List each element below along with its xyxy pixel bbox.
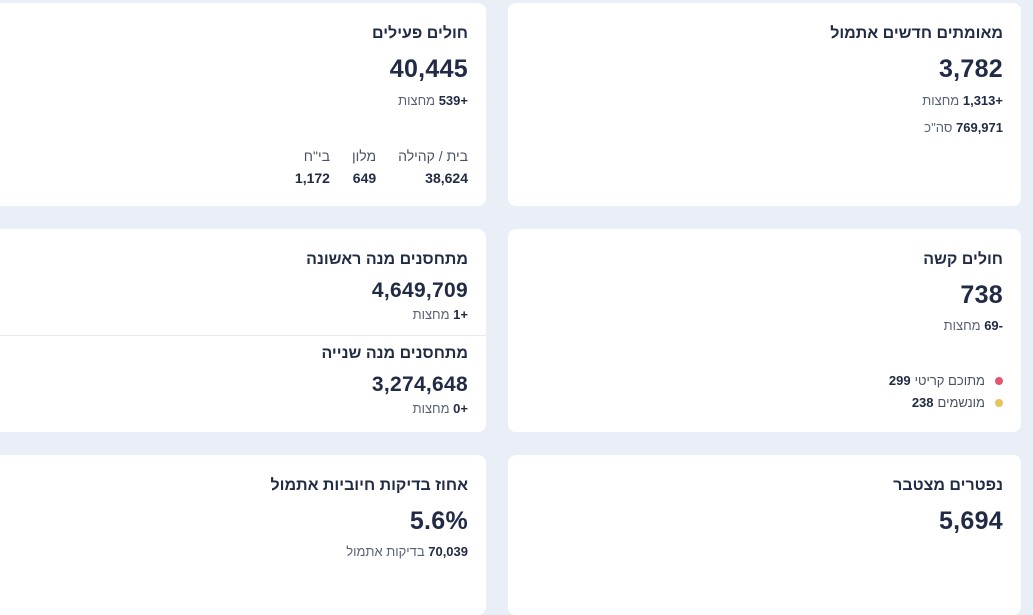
delta-value: +1,313: [962, 93, 1003, 108]
delta-value: +539: [438, 93, 468, 108]
delta-unit: מחצות: [398, 93, 436, 108]
main-value: 40,445: [389, 55, 468, 83]
card-title: חולים פעילים: [372, 25, 468, 42]
delta-unit: מחצות: [922, 93, 960, 108]
main-value: 738: [960, 281, 1003, 309]
card-title: מאומתים חדשים אתמול: [830, 25, 1003, 42]
card-title: חולים קשה: [923, 251, 1003, 268]
card-deceased: נפטרים מצטבר 5,694: [508, 455, 1021, 615]
card-active-patients: חולים פעילים 40,445 +539 מחצות בית / קהי…: [0, 3, 486, 206]
card-severe: חולים קשה 738 -69 מחצות מתוכם קריטי 299 …: [508, 229, 1021, 432]
delta-unit: מחצות: [943, 318, 981, 333]
second-dose-title: מתחסנים מנה שנייה: [321, 345, 468, 362]
second-dose-delta: +0 מחצות: [412, 401, 468, 416]
main-value: 5.6%: [409, 507, 468, 535]
tests-line: 70,039 בדיקות אתמול: [6, 544, 468, 559]
total-value: 769,971: [956, 120, 1003, 135]
card-title: אחוז בדיקות חיוביות אתמול: [270, 477, 468, 494]
breakdown: בית / קהילה 38,624 מלון 649 בי"ח 1,172: [295, 148, 468, 186]
breakdown-hospital: בי"ח 1,172: [294, 148, 330, 186]
total-line: 769,971 סה"כ: [526, 120, 1003, 135]
ventilated-dot-icon: [995, 398, 1003, 407]
delta-line: +539 מחצות: [6, 93, 468, 108]
main-value: 5,694: [938, 507, 1003, 535]
delta-line: +1,313 מחצות: [526, 93, 1003, 108]
delta-line: -69 מחצות: [526, 318, 1003, 333]
card-positive-rate: אחוז בדיקות חיוביות אתמול 5.6% 70,039 בד…: [0, 455, 486, 615]
delta-value: -69: [984, 318, 1003, 333]
total-label: סה"כ: [924, 120, 953, 135]
first-dose-title: מתחסנים מנה ראשונה: [306, 251, 468, 268]
first-dose-delta: +1 מחצות: [412, 307, 468, 322]
card-title: נפטרים מצטבר: [893, 477, 1003, 494]
breakdown-home: בית / קהילה 38,624: [398, 148, 468, 186]
critical-dot-icon: [995, 376, 1003, 385]
card-new-confirmed: מאומתים חדשים אתמול 3,782 +1,313 מחצות 7…: [508, 3, 1021, 206]
tests-value: 70,039: [428, 544, 468, 559]
card-vaccinated: מתחסנים מנה ראשונה 4,649,709 +1 מחצות מת…: [0, 229, 486, 432]
second-dose-value: 3,274,648: [371, 373, 468, 396]
breakdown-hotel: מלון 649: [351, 148, 377, 186]
legend-critical: מתוכם קריטי 299: [889, 373, 1003, 388]
first-dose-value: 4,649,709: [371, 279, 468, 302]
main-value: 3,782: [938, 55, 1003, 83]
divider: [0, 335, 486, 336]
tests-label: בדיקות אתמול: [346, 544, 425, 559]
legend-ventilated: מונשמים 238: [912, 395, 1003, 410]
